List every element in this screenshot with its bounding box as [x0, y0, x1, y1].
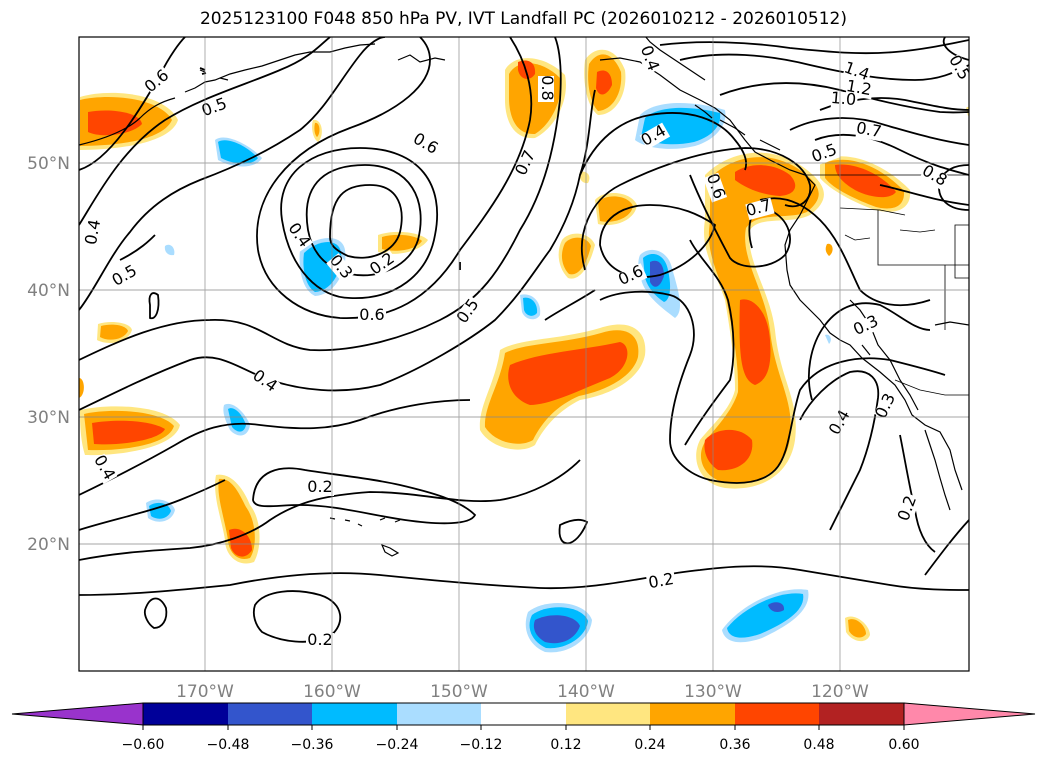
colorbar: −0.60 −0.48 −0.36 −0.24 −0.12 0.12 0.24 … [11, 702, 1036, 753]
map-title: 2025123100 F048 850 hPa PV, IVT Landfall… [199, 9, 847, 29]
colorbar-bin [228, 703, 312, 725]
colorbar-extend-low [11, 702, 144, 726]
colorbar-tick: 0.36 [719, 737, 750, 753]
colorbar-bin [397, 703, 481, 725]
colorbar-bin [481, 703, 566, 725]
lat-label-20: 20°N [27, 535, 70, 555]
map-frame [78, 36, 970, 672]
colorbar-tick: −0.48 [207, 737, 250, 753]
lat-labels: 50°N 40°N 30°N 20°N [27, 154, 70, 555]
colorbar-bin [312, 703, 397, 725]
colorbar-tick: −0.12 [460, 737, 503, 753]
contour-label: 0.6 [359, 305, 384, 324]
colorbar-bin [735, 703, 819, 725]
colorbar-tick: 0.60 [888, 737, 919, 753]
colorbar-bin [566, 703, 650, 725]
lat-label-50: 50°N [27, 154, 70, 174]
colorbar-bin [143, 703, 228, 725]
lon-label-160w: 160°W [303, 682, 361, 702]
negative-anomaly-fills [146, 103, 831, 653]
pv-contours [79, 37, 969, 643]
contour-label: 0.8 [538, 75, 557, 100]
contour-label: 0.4 [81, 218, 104, 246]
lat-label-30: 30°N [27, 408, 70, 428]
colorbar-tick: −0.36 [291, 737, 334, 753]
colorbar-tick: 0.12 [550, 737, 581, 753]
contour-labels: 0.6 0.5 0.6 0.4 0.4 0.3 0.2 0.5 0.6 0.5 … [81, 43, 969, 649]
contour-label: 0.2 [647, 569, 675, 592]
colorbar-bin [650, 703, 735, 725]
contour-label: 0.7 [855, 118, 883, 141]
lon-label-140w: 140°W [557, 682, 615, 702]
colorbar-tick: −0.24 [376, 737, 419, 753]
colorbar-bin [819, 703, 904, 725]
lat-label-40: 40°N [27, 281, 70, 301]
contour-label: 0.2 [307, 477, 332, 496]
lon-labels: 170°W 160°W 150°W 140°W 130°W 120°W [176, 682, 869, 702]
lon-label-130w: 130°W [684, 682, 742, 702]
lon-label-170w: 170°W [176, 682, 234, 702]
colorbar-extend-high [903, 702, 1036, 726]
colorbar-tick: 0.24 [634, 737, 665, 753]
colorbar-tick: 0.48 [803, 737, 834, 753]
lon-label-150w: 150°W [430, 682, 488, 702]
lon-label-120w: 120°W [811, 682, 869, 702]
colorbar-tick: −0.60 [122, 737, 165, 753]
positive-anomaly-fills [79, 49, 969, 642]
coastlines [79, 37, 969, 557]
graticule [79, 37, 969, 671]
contour-label: 1.0 [830, 88, 857, 109]
contour-label: 0.2 [307, 630, 332, 649]
